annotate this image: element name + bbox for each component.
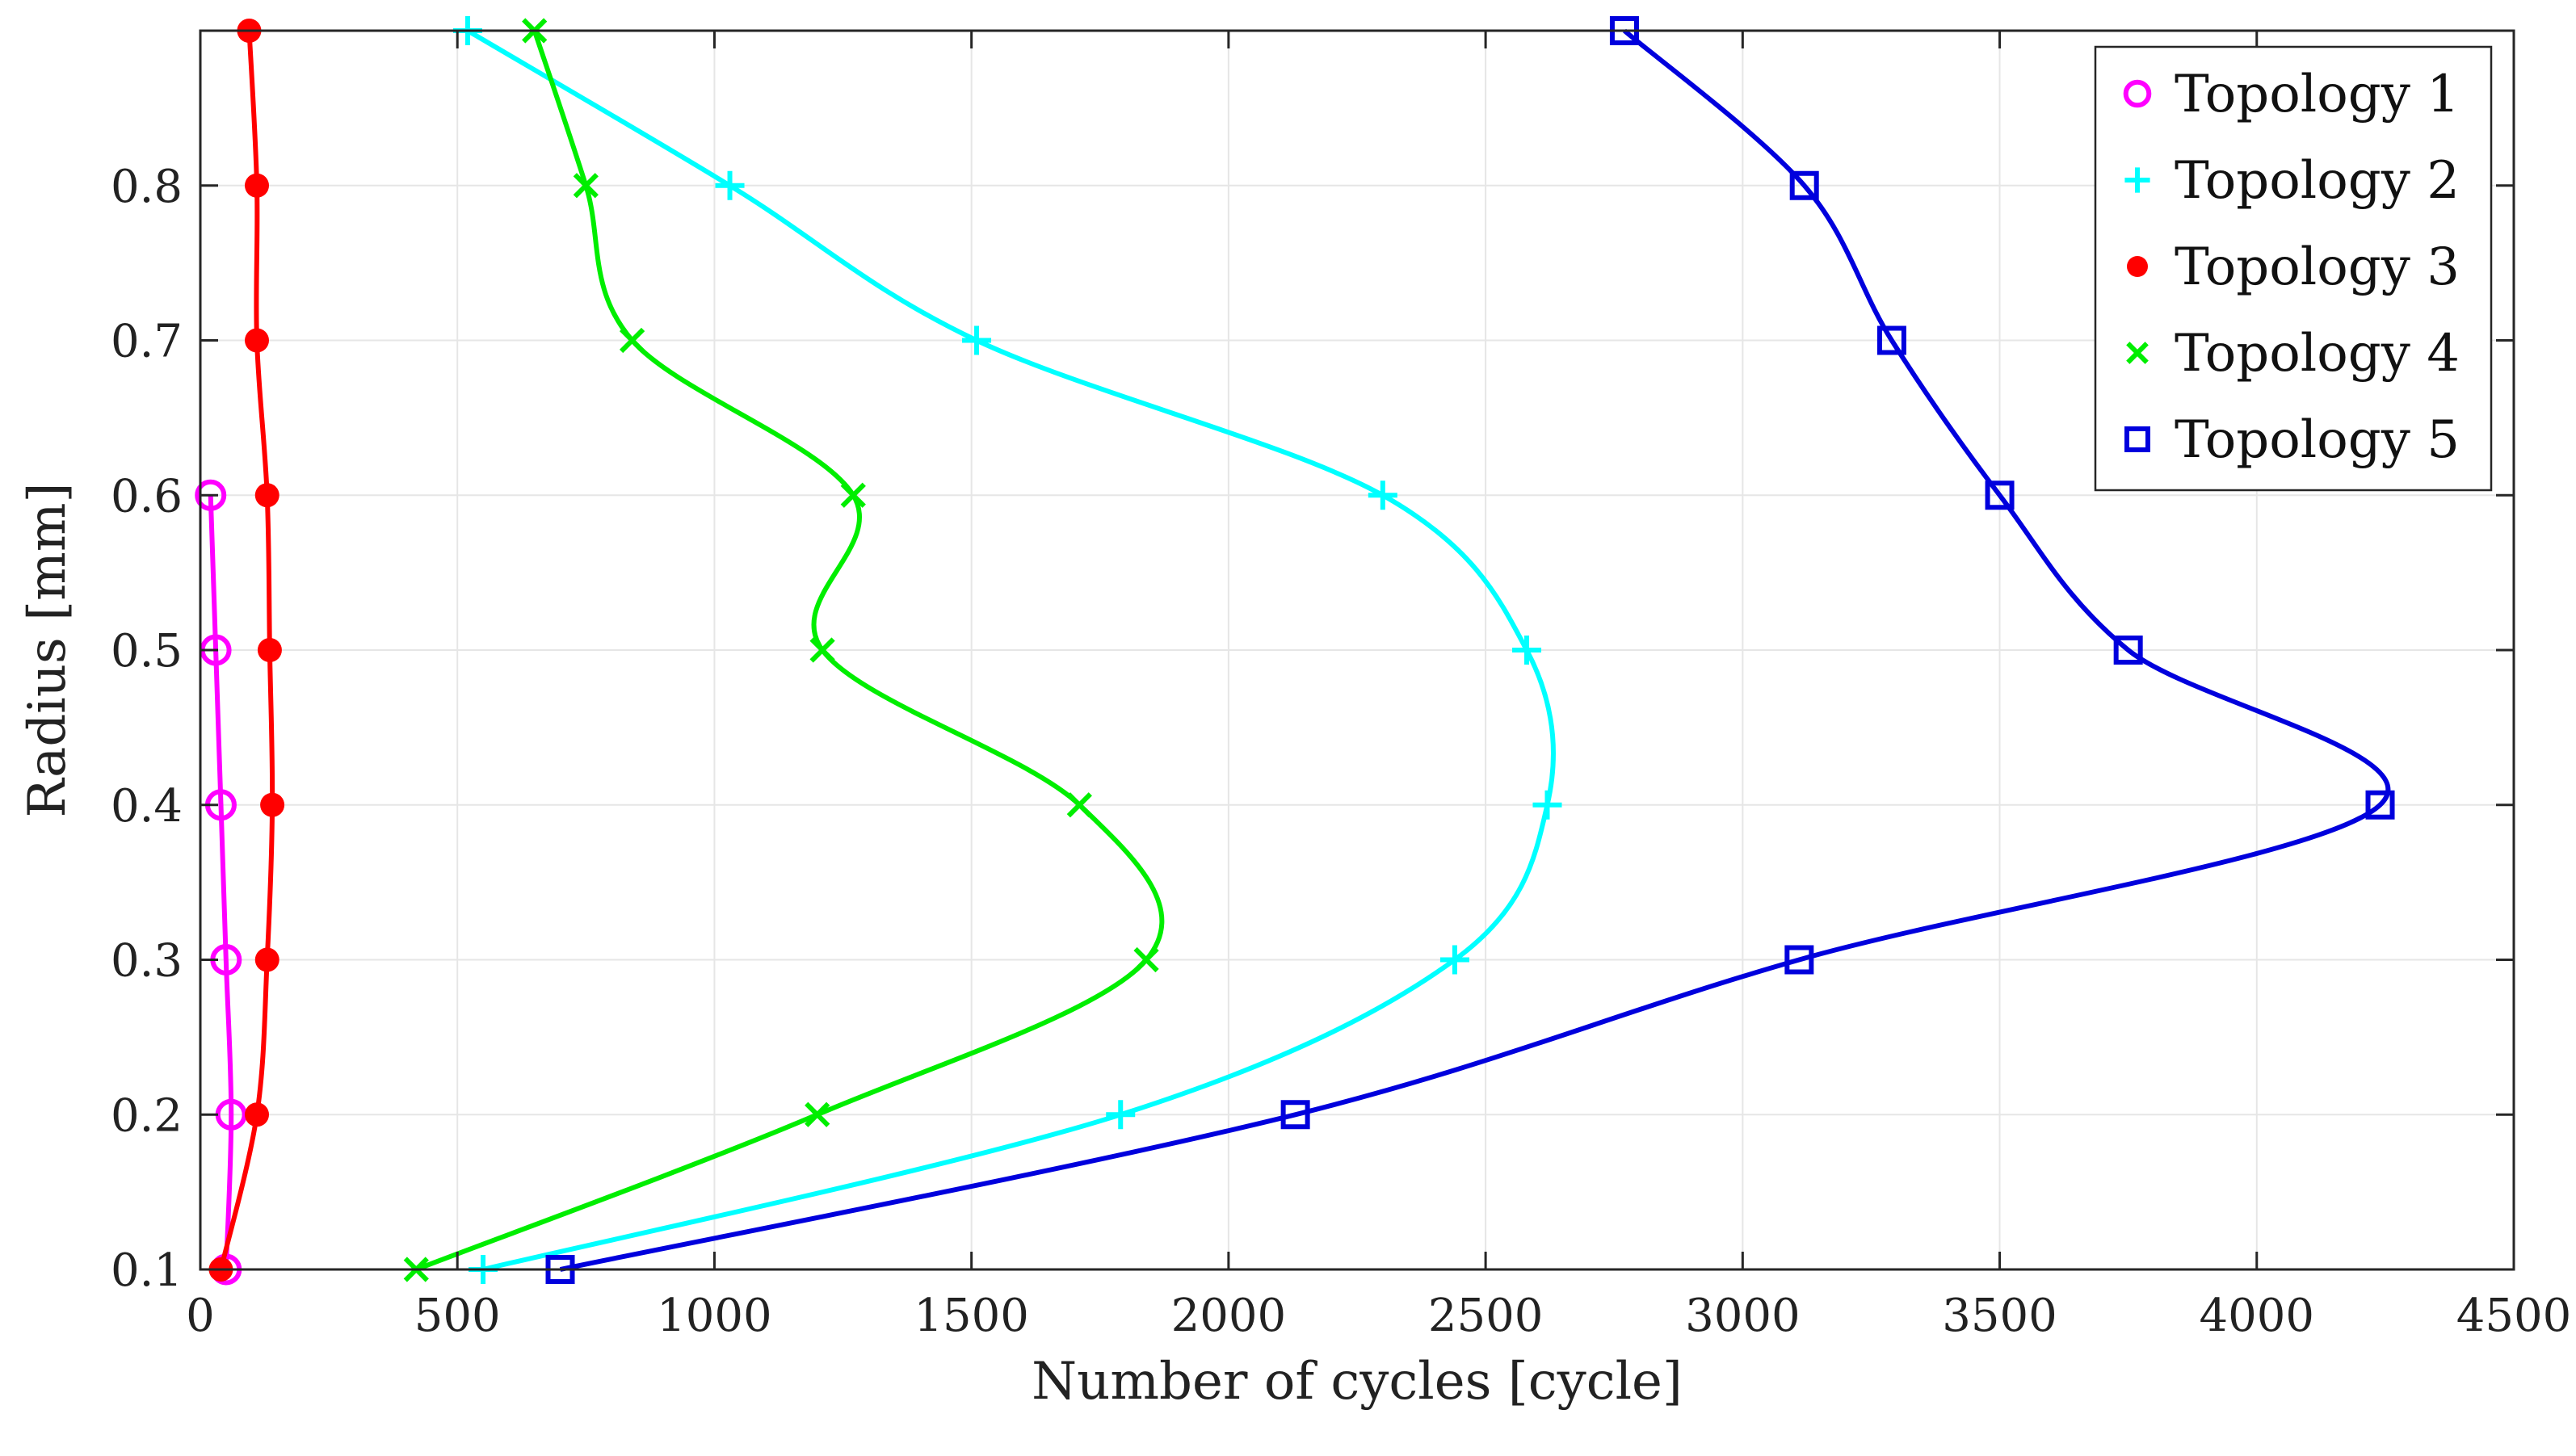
legend-item: Topology 1 — [2123, 65, 2460, 124]
data-point — [809, 637, 835, 663]
data-point — [260, 792, 285, 817]
data-point — [2123, 79, 2152, 108]
y-tick-label: 0.8 — [111, 161, 183, 213]
data-point — [2127, 256, 2148, 277]
data-point — [840, 482, 866, 508]
legend-label: Topology 2 — [2175, 151, 2460, 211]
data-point — [715, 170, 745, 200]
data-point — [245, 1102, 270, 1127]
data-point — [1876, 325, 1906, 355]
legend-item: Topology 3 — [2127, 237, 2460, 297]
x-tick-label: 2500 — [1428, 1290, 1544, 1342]
y-tick-label: 0.2 — [111, 1089, 183, 1142]
legend-box — [2094, 45, 2493, 492]
data-point — [195, 479, 227, 511]
data-point — [254, 483, 279, 508]
x-tick-label: 500 — [414, 1290, 501, 1342]
y-tick-label: 0.7 — [111, 316, 183, 368]
series-layer — [195, 16, 2395, 1286]
data-point — [1439, 945, 1469, 975]
x-tick-label: 1000 — [657, 1290, 772, 1342]
series-1 — [195, 479, 247, 1286]
y-tick-label: 0.6 — [111, 470, 183, 522]
series-line — [559, 28, 2391, 1272]
data-point — [1133, 946, 1159, 973]
x-tick-label: 4000 — [2200, 1290, 2315, 1342]
legend-label: Topology 3 — [2175, 237, 2460, 297]
data-point — [1985, 480, 2015, 510]
data-point — [619, 327, 645, 354]
series-line — [208, 495, 234, 1270]
y-tick-label: 0.4 — [111, 780, 183, 833]
data-point — [2365, 790, 2395, 820]
y-tick-label: 0.5 — [111, 625, 183, 678]
data-point — [1512, 636, 1542, 665]
x-tick-label: 2000 — [1171, 1290, 1287, 1342]
x-tick-label: 0 — [186, 1290, 215, 1342]
legend-label: Topology 1 — [2175, 65, 2460, 124]
data-point — [2124, 167, 2150, 193]
data-point — [1789, 170, 1819, 200]
data-point — [254, 947, 279, 972]
x-tick-label: 4500 — [2456, 1290, 2572, 1342]
legend-item: Topology 4 — [2126, 324, 2460, 384]
legend-label: Topology 4 — [2175, 324, 2460, 384]
legend-label: Topology 5 — [2175, 410, 2460, 470]
data-point — [1368, 480, 1397, 510]
data-point — [1280, 1100, 1310, 1130]
data-point — [2126, 342, 2149, 364]
y-tick-label: 0.3 — [111, 935, 183, 988]
data-point — [1532, 790, 1562, 820]
data-point — [1066, 792, 1092, 818]
data-point — [962, 325, 992, 355]
series-line — [415, 30, 1165, 1272]
data-point — [1784, 945, 1814, 975]
data-point — [257, 638, 282, 662]
series-5 — [545, 16, 2395, 1284]
y-tick-label: 0.1 — [111, 1244, 183, 1297]
data-point — [245, 173, 270, 198]
x-tick-label: 1500 — [914, 1290, 1029, 1342]
data-point — [2113, 636, 2143, 665]
y-axis-label: Radius [mm] — [18, 483, 78, 818]
legend-item: Topology 2 — [2124, 151, 2460, 211]
x-tick-label: 3500 — [1942, 1290, 2057, 1342]
x-tick-label: 3000 — [1685, 1290, 1801, 1342]
x-axis-label: Number of cycles [cycle] — [1032, 1352, 1683, 1412]
data-point — [245, 328, 270, 353]
data-point — [2124, 426, 2150, 452]
legend: Topology 1 Topology 2 Topology 3 Topology 4… — [2094, 45, 2493, 492]
tick-layer: 0 500 1000 1500 2000 2500 3000 3500 4000 4500 0.1 0… — [111, 31, 2571, 1342]
data-point — [805, 1101, 830, 1127]
legend-item: Topology 5 — [2124, 410, 2460, 470]
series-4 — [403, 18, 1165, 1282]
data-point — [1106, 1100, 1136, 1130]
data-point — [573, 173, 599, 199]
